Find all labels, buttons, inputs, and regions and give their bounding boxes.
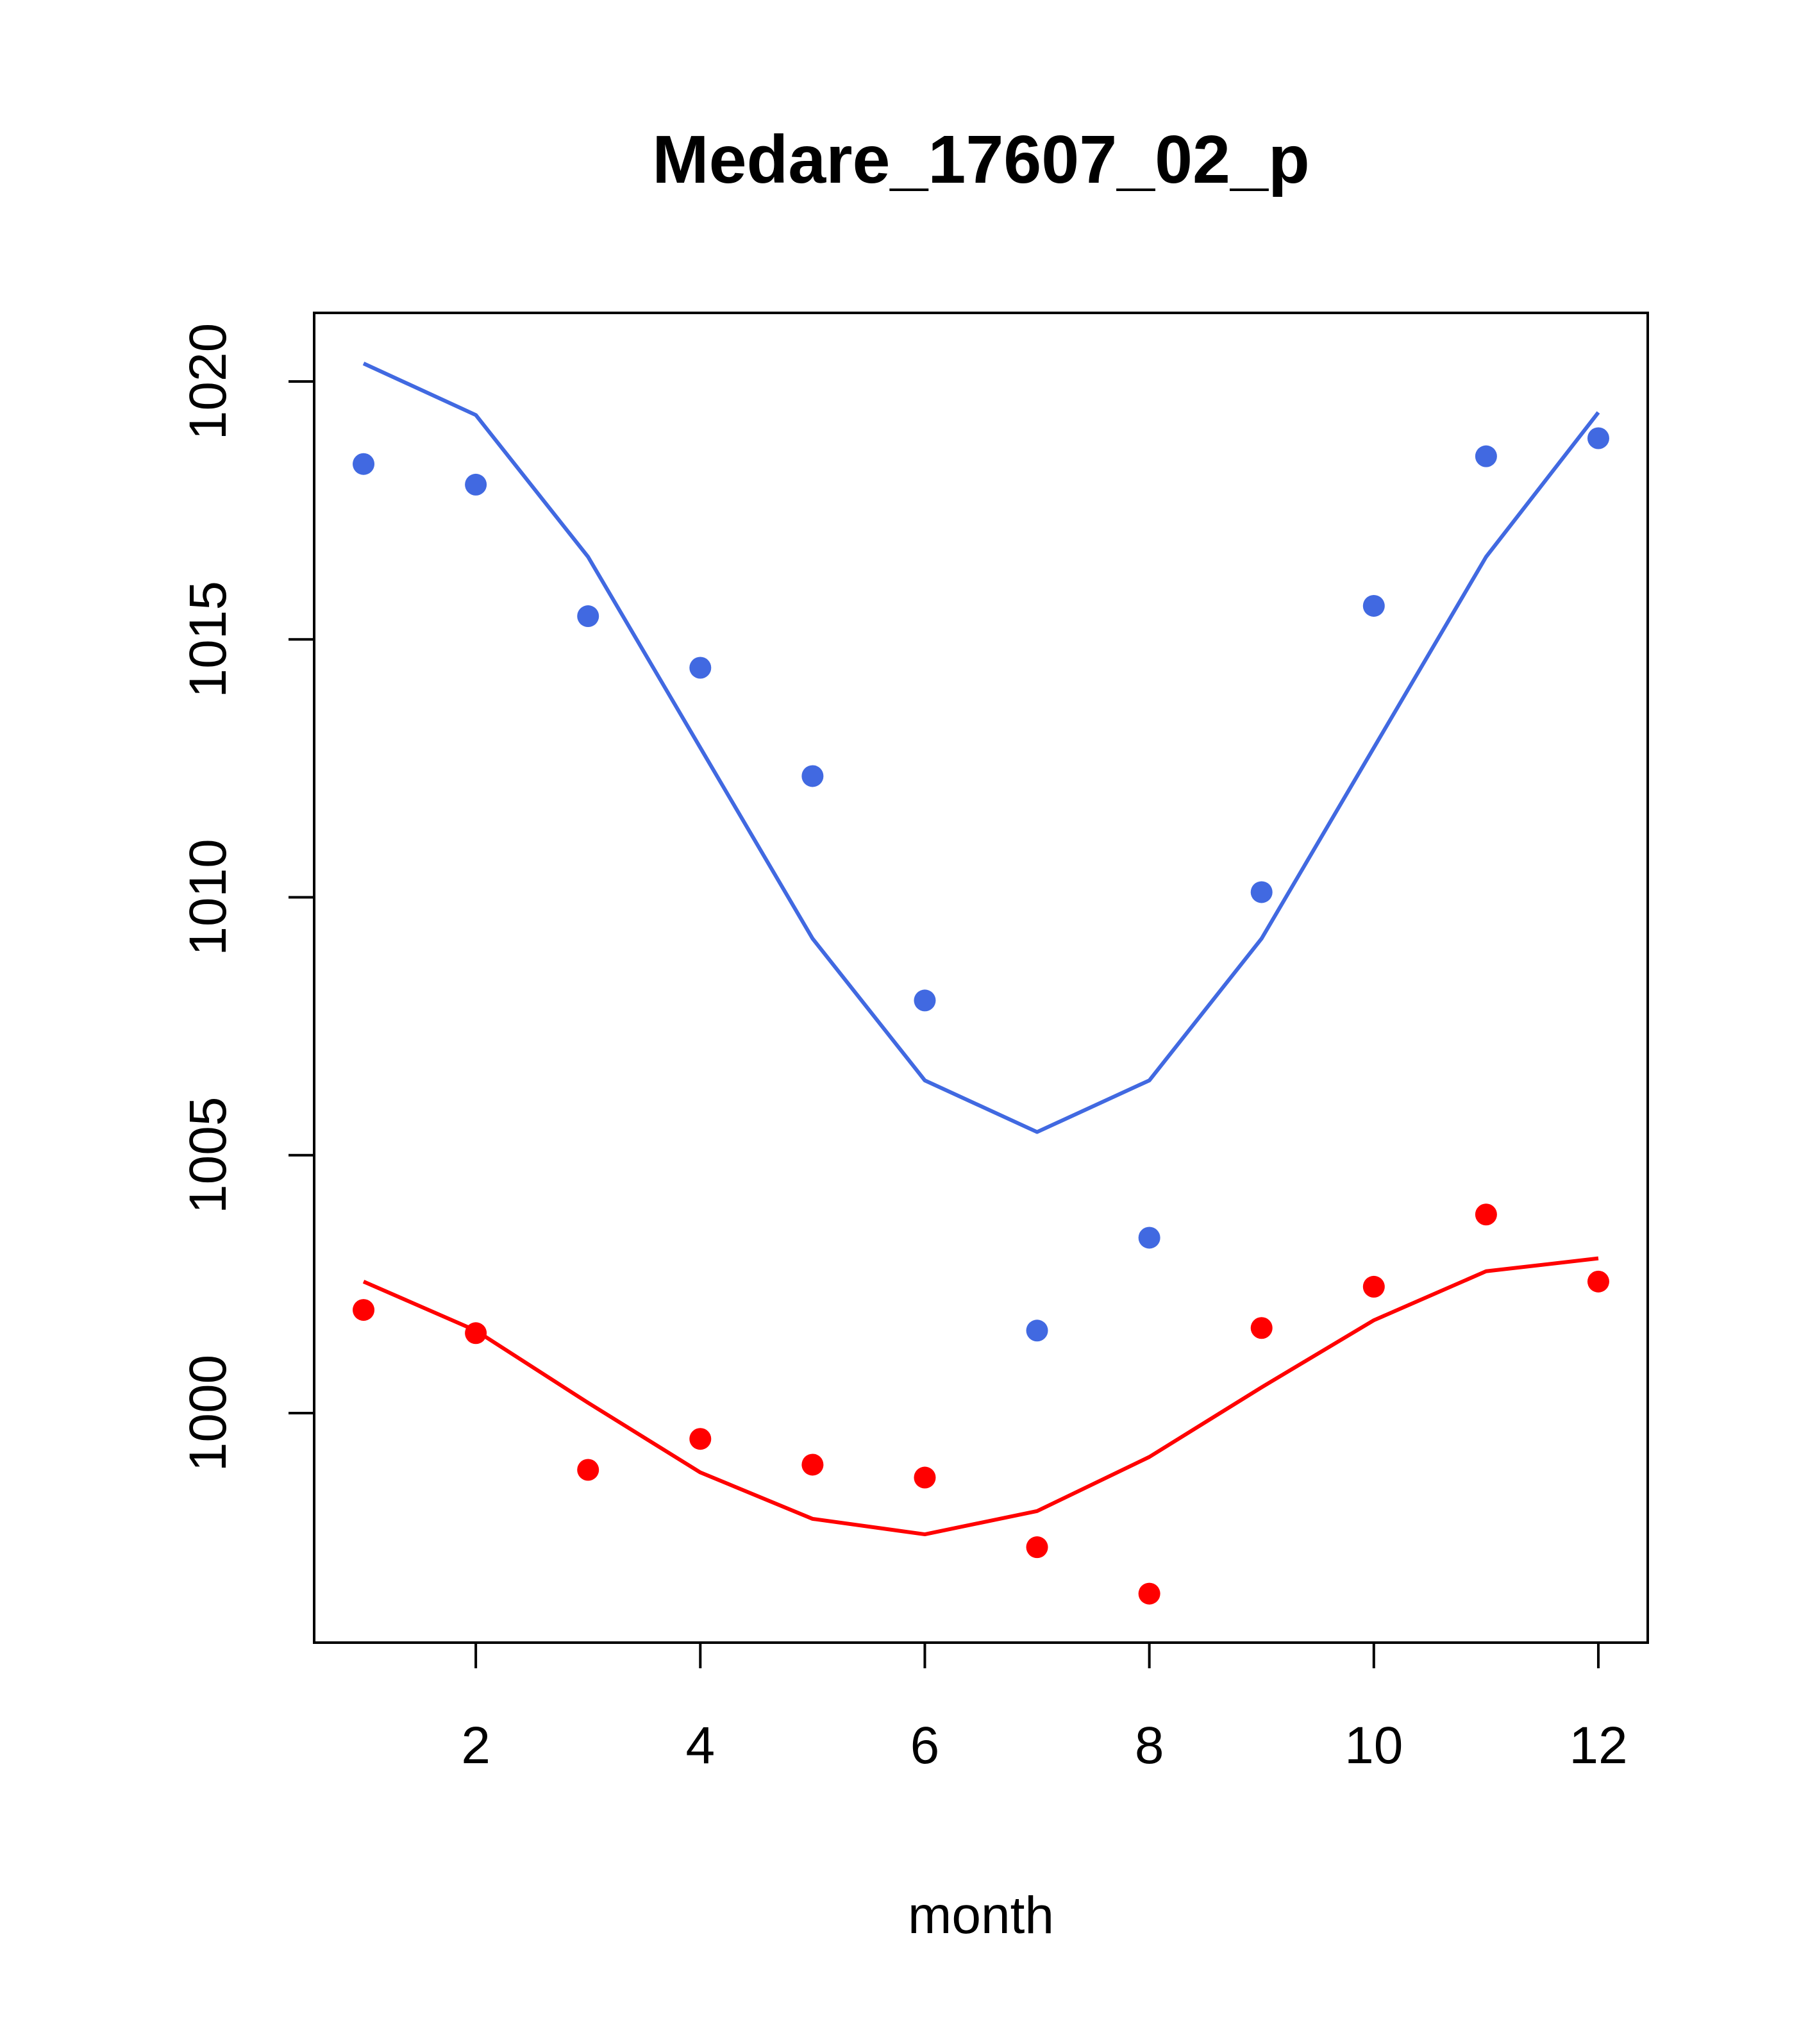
- y-tick-label: 1005: [179, 1097, 237, 1214]
- blue-points-point: [1475, 445, 1497, 467]
- x-tick-label: 10: [1344, 1716, 1403, 1775]
- red-points-point: [353, 1299, 375, 1321]
- red-points-point: [1250, 1317, 1273, 1339]
- blue-points-point: [353, 453, 375, 475]
- x-axis-label: month: [908, 1886, 1054, 1945]
- red-points-point: [689, 1428, 712, 1450]
- blue-points-point: [689, 657, 712, 679]
- red-points-point: [1362, 1275, 1385, 1298]
- y-tick-label: 1010: [179, 839, 237, 955]
- blue-points-point: [914, 989, 936, 1012]
- red-points-point: [1026, 1536, 1048, 1559]
- y-axis: 1000 1005 1010 1015 1020: [179, 323, 315, 1471]
- blue-points-point: [1138, 1227, 1160, 1249]
- series-layer: [353, 362, 1609, 1605]
- x-tick-label: 4: [685, 1716, 715, 1775]
- blue-points-point: [1026, 1319, 1048, 1342]
- red-points-point: [1138, 1582, 1160, 1605]
- red-points-point: [1475, 1203, 1497, 1226]
- plot-frame: [313, 312, 1649, 1644]
- y-tick-label: 1000: [179, 1355, 237, 1471]
- blue-points-point: [1587, 427, 1609, 449]
- blue-points-point: [801, 765, 824, 787]
- blue-line-series: [362, 362, 1600, 1134]
- blue-points-point: [577, 605, 599, 628]
- blue-points-point: [465, 473, 487, 496]
- x-axis: 2 4 6 8 10 12: [461, 1641, 1628, 1775]
- y-tick-label: 1020: [179, 323, 237, 440]
- x-tick-label: 12: [1569, 1716, 1627, 1775]
- x-tick-label: 2: [461, 1716, 490, 1775]
- red-points-point: [1587, 1270, 1609, 1293]
- blue-points-point: [1250, 881, 1273, 903]
- red-points-point: [914, 1466, 936, 1489]
- chart-title: Medare_17607_02_p: [652, 122, 1309, 197]
- x-tick-label: 8: [1135, 1716, 1164, 1775]
- red-points-point: [801, 1453, 824, 1476]
- y-tick-label: 1015: [179, 581, 237, 698]
- blue-points-point: [1362, 594, 1385, 617]
- x-tick-label: 6: [910, 1716, 940, 1775]
- red-points-point: [577, 1459, 599, 1481]
- red-line-series: [362, 1256, 1599, 1537]
